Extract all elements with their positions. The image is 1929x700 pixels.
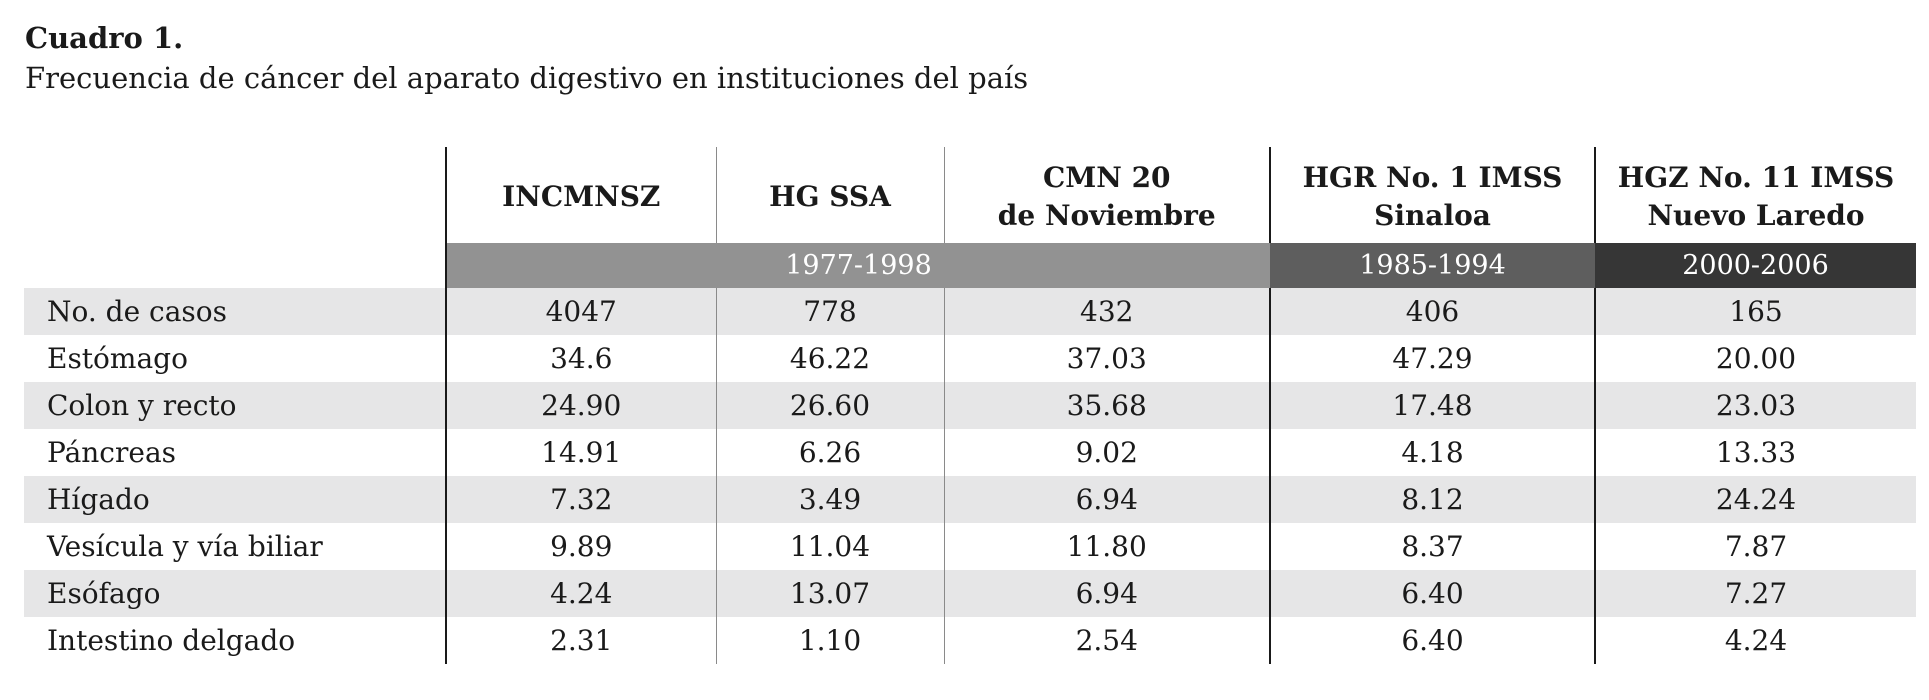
cancer-frequency-table: INCMNSZ HG SSA CMN 20 de Noviembre HGR No… [24,147,1916,664]
table-cell: 37.03 [943,335,1270,382]
table-cell: 2.31 [445,617,716,664]
table-cell: 8.37 [1269,523,1595,570]
table-cell: 11.04 [715,523,944,570]
table-cell: 7.87 [1594,523,1916,570]
row-label: Hígado [24,476,446,523]
table-cell: 34.6 [445,335,716,382]
row-label: Colon y recto [24,382,446,429]
row-label: No. de casos [24,288,446,335]
table-cell: 1.10 [715,617,944,664]
table-row: Hígado 7.32 3.49 6.94 8.12 24.24 [24,476,1916,523]
table-cell: 20.00 [1594,335,1916,382]
column-header-hgr-sinaloa: HGR No. 1 IMSS Sinaloa [1269,147,1595,243]
table-cell: 6.26 [715,429,944,476]
period-1977-1998: 1977-1998 [445,243,1270,288]
table-row: Colon y recto 24.90 26.60 35.68 17.48 23… [24,382,1916,429]
table-cell: 7.32 [445,476,716,523]
table-cell: 6.94 [943,570,1270,617]
table-caption: Cuadro 1. Frecuencia de cáncer del apara… [25,18,1028,98]
table-cell: 26.60 [715,382,944,429]
table-cell: 47.29 [1269,335,1595,382]
table-cell: 4047 [445,288,716,335]
table-row: Páncreas 14.91 6.26 9.02 4.18 13.33 [24,429,1916,476]
table-row: Estómago 34.6 46.22 37.03 47.29 20.00 [24,335,1916,382]
table-cell: 2.54 [943,617,1270,664]
table-cell: 778 [715,288,944,335]
column-header-row: INCMNSZ HG SSA CMN 20 de Noviembre HGR No… [24,147,1916,243]
table-subtitle: Frecuencia de cáncer del aparato digesti… [25,61,1029,95]
table-cell: 3.49 [715,476,944,523]
column-header-cmn-20: CMN 20 de Noviembre [943,147,1270,243]
row-label: Páncreas [47,436,177,469]
row-label: Esófago [24,570,446,617]
table-cell: 4.18 [1269,429,1595,476]
table-cell: 13.33 [1594,429,1916,476]
table-row: No. de casos 4047 778 432 406 165 [24,288,1916,335]
table-row: Esófago 4.24 13.07 6.94 6.40 7.27 [24,570,1916,617]
table-cell: 24.24 [1594,476,1916,523]
table-row: Intestino delgado 2.31 1.10 2.54 6.40 4.… [24,617,1916,664]
table-cell: 9.89 [445,523,716,570]
column-header-hgz-nuevo-laredo: HGZ No. 11 IMSS Nuevo Laredo [1594,147,1916,243]
table-cell: 432 [943,288,1270,335]
table-cell: 4.24 [1594,617,1916,664]
table-cell: 23.03 [1594,382,1916,429]
table-cell: 17.48 [1269,382,1595,429]
table-cell: 9.02 [943,429,1270,476]
row-label: Estómago [47,342,188,375]
table-cell: 165 [1594,288,1916,335]
table-title: Cuadro 1. [25,21,184,55]
table-cell: 35.68 [943,382,1270,429]
row-label: Vesícula y vía biliar [47,530,323,563]
table-cell: 6.94 [943,476,1270,523]
table-cell: 7.27 [1594,570,1916,617]
table-cell: 11.80 [943,523,1270,570]
table-cell: 13.07 [715,570,944,617]
table-row: Vesícula y vía biliar 9.89 11.04 11.80 8… [24,523,1916,570]
table-cell: 46.22 [715,335,944,382]
table-cell: 6.40 [1269,570,1595,617]
period-1985-1994: 1985-1994 [1270,243,1595,288]
table-cell: 406 [1269,288,1595,335]
row-label-header [24,147,446,243]
column-header-hg-ssa: HG SSA [715,147,944,243]
table-cell: 14.91 [445,429,716,476]
row-label: Intestino delgado [47,624,296,657]
table-cell: 8.12 [1269,476,1595,523]
column-header-incmnsz: INCMNSZ [445,147,716,243]
table-cell: 4.24 [445,570,716,617]
table-cell: 24.90 [445,382,716,429]
period-row: 1977-1998 1985-1994 2000-2006 [24,243,1916,288]
table-cell: 6.40 [1269,617,1595,664]
period-2000-2006: 2000-2006 [1595,243,1916,288]
period-blank [24,243,446,288]
